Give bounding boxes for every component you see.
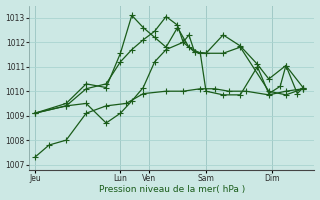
X-axis label: Pression niveau de la mer( hPa ): Pression niveau de la mer( hPa ): [99, 185, 245, 194]
